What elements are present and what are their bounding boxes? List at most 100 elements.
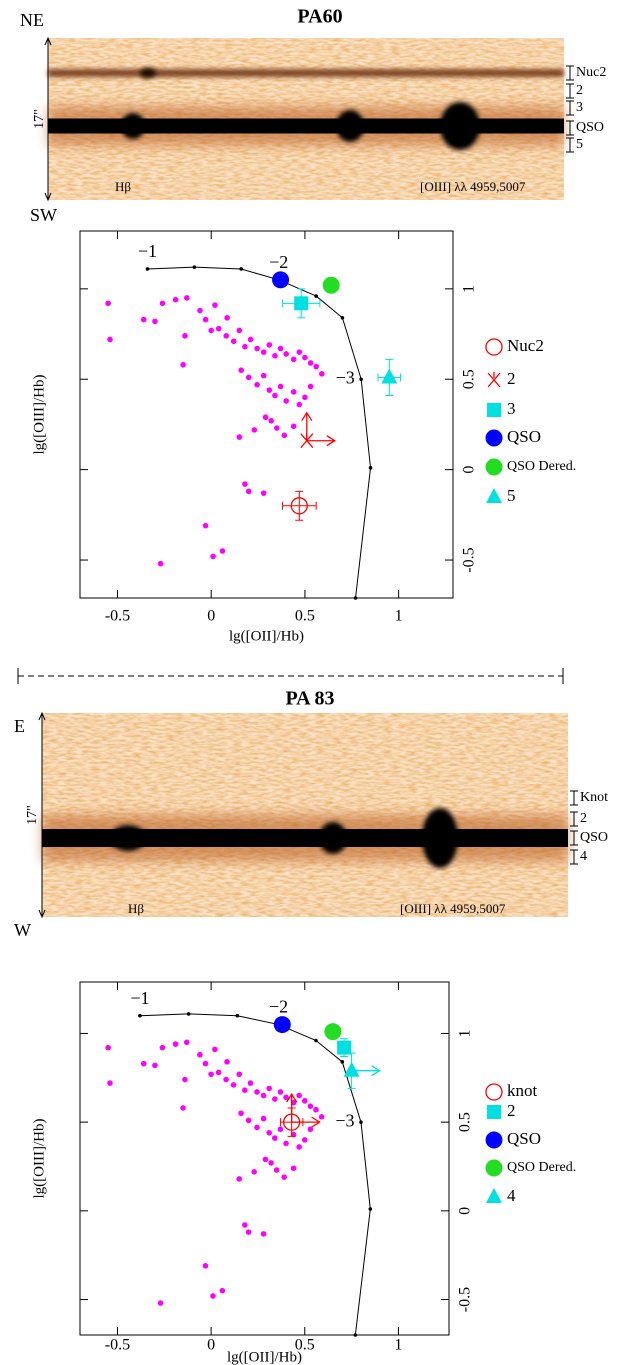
x-axis-label: lg([OII]/Hb)	[229, 628, 304, 644]
data-point	[242, 343, 248, 350]
model-vertex	[368, 1207, 373, 1211]
x-tick-label: 1	[395, 608, 403, 625]
data-point	[272, 271, 290, 289]
y-axis-label: lg([OIII]/Hb)	[31, 1119, 47, 1199]
data-point	[197, 1051, 203, 1058]
data-point	[208, 1071, 214, 1078]
model-vertex	[186, 1012, 191, 1016]
data-point	[283, 398, 289, 404]
data-point	[266, 1085, 272, 1092]
data-point	[107, 336, 113, 343]
data-point	[272, 1096, 278, 1102]
data-point	[182, 333, 188, 339]
continuum-band	[48, 118, 564, 134]
data-point	[140, 1060, 147, 1067]
data-point	[215, 325, 222, 332]
legend-label: QSO Dered.	[507, 1160, 576, 1175]
data-point	[281, 1174, 287, 1180]
region-bracket	[566, 65, 574, 81]
emission-line	[336, 110, 364, 142]
height-label: 17"	[25, 805, 40, 825]
legend-entry: 2	[487, 369, 516, 388]
model-curve	[139, 1013, 371, 1336]
model-vertex	[353, 596, 358, 600]
continuum-band	[48, 69, 564, 77]
legend-label: QSO	[507, 1129, 541, 1148]
plot: -0.5 0 0.5 1 -0.5 0 0.5 1 lg([OII]/Hb) lg([OIII]/…	[31, 230, 478, 644]
data-point	[242, 481, 248, 487]
region-label: Nuc2	[576, 65, 606, 80]
y-tick-label: -0.5	[461, 547, 478, 572]
legend-label: 2	[507, 1101, 516, 1120]
legend-entry: 4	[486, 1186, 516, 1205]
x-tick-label: 0	[207, 608, 215, 625]
data-point	[236, 1176, 243, 1182]
emission-line	[422, 808, 458, 868]
line-label: [OIII] λλ 4959,5007	[400, 901, 506, 916]
line-label: Hβ	[115, 179, 131, 194]
height-label: 17"	[32, 109, 47, 129]
legend-label: 5	[507, 486, 516, 505]
data-point	[251, 427, 258, 433]
legend-entry: Nuc2	[485, 336, 544, 356]
limit-arrow	[291, 1116, 321, 1128]
data-point	[266, 1129, 272, 1136]
data-point	[260, 1231, 267, 1237]
x-tick-label: 0.5	[295, 608, 315, 625]
panel-divider	[17, 668, 564, 684]
data-point	[215, 1069, 222, 1076]
data-point	[277, 345, 284, 352]
data-point	[272, 392, 278, 399]
data-point	[157, 560, 164, 567]
legend-marker	[487, 403, 501, 417]
plot-frame	[79, 230, 454, 599]
data-point	[302, 354, 308, 361]
data-point	[180, 1105, 186, 1111]
legend-entry: 3	[487, 399, 516, 418]
legend-entry: QSO	[485, 427, 541, 447]
data-point	[307, 383, 314, 390]
region-label: QSO	[580, 830, 608, 845]
data-point	[107, 1080, 113, 1086]
legend-entry: knot	[485, 1081, 538, 1101]
error-bar	[281, 501, 317, 510]
legend-label: QSO	[507, 427, 541, 446]
spectrum-image	[42, 713, 568, 917]
plot: -0.5 0 0.5 1 -0.5 0 0.5 1 lg([OII]/Hb) lg([OIII]/…	[31, 981, 474, 1365]
data-point	[318, 1114, 325, 1120]
data-point	[277, 383, 284, 390]
emission-line	[440, 102, 480, 150]
data-point	[224, 314, 230, 321]
legend-label: Nuc2	[507, 336, 544, 355]
data-point	[266, 387, 273, 393]
data-point	[313, 1106, 319, 1113]
legend-marker	[487, 1105, 501, 1119]
data-point	[294, 296, 309, 311]
model-label: −1	[130, 988, 149, 1008]
x-tick-label: 0.5	[295, 1337, 315, 1354]
data-point	[290, 1165, 297, 1172]
data-point	[202, 1060, 209, 1067]
data-point	[254, 1089, 260, 1095]
data-point	[268, 418, 274, 424]
y-tick-label: 0.5	[457, 1112, 474, 1132]
legend-marker	[486, 488, 502, 503]
scale-arrowhead	[44, 36, 52, 202]
x-tick-label: -0.5	[105, 608, 130, 625]
data-point	[290, 423, 297, 430]
legend-label: 4	[507, 1186, 516, 1205]
orientation-label: NE	[20, 10, 44, 30]
model-vertex	[353, 1333, 358, 1337]
orientation-label: W	[14, 920, 31, 940]
region-label: 5	[576, 137, 583, 152]
data-point	[272, 352, 278, 359]
data-point	[236, 1071, 243, 1078]
legend-entry: 2	[487, 1101, 516, 1120]
data-point	[296, 401, 303, 408]
data-point	[236, 327, 243, 334]
data-point	[223, 1076, 229, 1083]
legend-marker	[485, 1159, 503, 1177]
region-label: 2	[580, 811, 587, 826]
data-point	[202, 1263, 209, 1269]
data-point	[212, 302, 218, 308]
